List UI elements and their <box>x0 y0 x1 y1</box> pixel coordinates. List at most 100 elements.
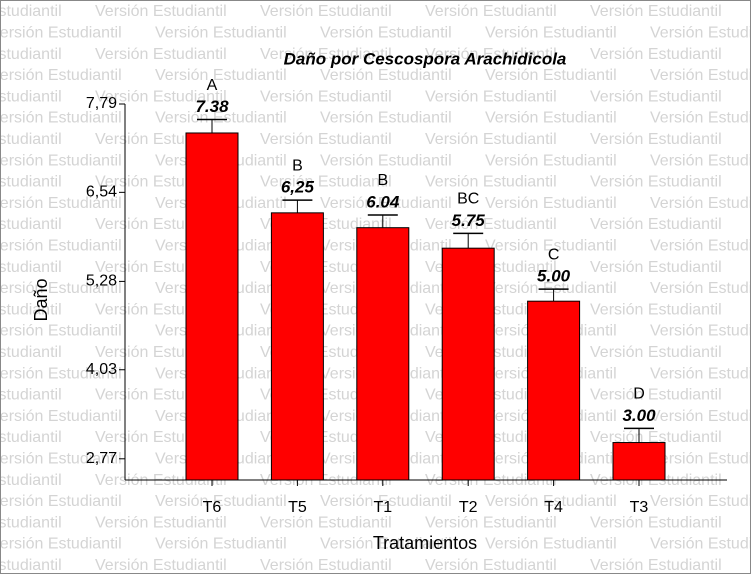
chart-title: Daño por Cescospora Arachidicola <box>284 49 567 68</box>
y-tick-label: 5,28 <box>86 273 117 290</box>
bar <box>612 442 666 481</box>
x-axis-label: Tratamientos <box>373 533 477 553</box>
value-label: 3.00 <box>622 406 656 425</box>
watermark-text: Versión Estudiantil <box>260 174 392 191</box>
watermark-text: Versión Estudiantil <box>485 152 617 169</box>
watermark-text: Versión Estudiantil <box>320 493 452 510</box>
bar <box>441 247 495 481</box>
watermark-text: Versión Estudiantil <box>0 259 62 276</box>
watermark-text: Versión Estudiantil <box>650 195 751 212</box>
watermark-text: Versión Estudiantil <box>590 46 722 63</box>
value-label: 6,25 <box>281 178 315 197</box>
watermark-text: Versión Estudiantil <box>0 88 62 105</box>
watermark-text: Versión Estudiantil <box>0 174 62 191</box>
watermark-text: Versión Estudiantil <box>650 323 751 340</box>
watermark-text: Versión Estudiantil <box>320 195 452 212</box>
watermark-text: Versión Estudiantil <box>425 514 557 531</box>
watermark-text: Versión Estudiantil <box>590 174 722 191</box>
group-letter: B <box>377 172 388 189</box>
watermark-text: Versión Estudiantil <box>260 557 392 574</box>
watermark-text: Versión Estudiantil <box>0 46 62 63</box>
watermark-text: Versión Estudiantil <box>320 25 452 42</box>
watermark-text: Versión Estudiantil <box>590 216 722 233</box>
bar <box>527 300 581 481</box>
watermark-text: Versión Estudiantil <box>320 152 452 169</box>
value-label: 7.38 <box>195 97 229 116</box>
y-tick-label: 2,77 <box>86 450 117 467</box>
watermark-text: Versión Estudiantil <box>95 46 227 63</box>
watermark-text: Versión Estudiantil <box>155 67 287 84</box>
x-tick-label: T4 <box>544 499 563 516</box>
watermark-text: Versión Estudiantil <box>320 67 452 84</box>
watermark-text: Versión Estudiantil <box>0 25 122 42</box>
watermark-text: Versión Estudiantil <box>260 514 392 531</box>
y-tick-label: 6,54 <box>86 184 117 201</box>
watermark-text: Versión Estudiantil <box>0 301 62 318</box>
watermark-text: Versión Estudiantil <box>650 110 751 127</box>
watermark-text: Versión Estudiantil <box>425 88 557 105</box>
watermark-text: Versión Estudiantil <box>0 429 62 446</box>
watermark-text: Versión Estudiantil <box>0 238 122 255</box>
watermark-text: Versión Estudiantil <box>0 408 122 425</box>
x-tick-label: T5 <box>288 499 307 516</box>
watermark-text: Versión Estudiantil <box>485 238 617 255</box>
y-tick-label: 7,79 <box>86 95 117 112</box>
watermark-text: Versión Estudiantil <box>485 110 617 127</box>
watermark-text: Versión Estudiantil <box>0 365 122 382</box>
watermark-text: Versión Estudiantil <box>0 323 122 340</box>
watermark-text: Versión Estudiantil <box>0 3 62 20</box>
watermark-text: Versión Estudiantil <box>650 451 751 468</box>
value-label: 5.75 <box>452 211 486 230</box>
watermark-text: Versión Estudiantil <box>590 301 722 318</box>
value-label: 5.00 <box>537 267 571 286</box>
watermark-text: Versión Estudiantil <box>0 195 122 212</box>
watermark-text: Versión Estudiantil <box>425 174 557 191</box>
watermark-text: Versión Estudiantil <box>590 259 722 276</box>
watermark-text: Versión Estudiantil <box>0 152 122 169</box>
watermark-text: Versión Estudiantil <box>485 536 617 553</box>
watermark-text: Versión Estudiantil <box>650 280 751 297</box>
watermark-text: Versión Estudiantil <box>650 25 751 42</box>
watermark-text: Versión Estudiantil <box>260 88 392 105</box>
watermark-text: Versión Estudiantil <box>0 216 62 233</box>
watermark-text: Versión Estudiantil <box>0 110 122 127</box>
watermark-text: Versión Estudiantil <box>485 25 617 42</box>
watermark-text: Versión Estudiantil <box>0 536 122 553</box>
watermark-text: Versión Estudiantil <box>320 110 452 127</box>
watermark-text: Versión Estudiantil <box>0 387 62 404</box>
watermark-text: Versión Estudiantil <box>485 195 617 212</box>
watermark-text: Versión Estudiantil <box>425 557 557 574</box>
watermark-text: Versión Estudiantil <box>590 3 722 20</box>
watermark-text: Versión Estudiantil <box>0 344 62 361</box>
watermark-text: Versión Estudiantil <box>155 25 287 42</box>
watermark-text: Versión Estudiantil <box>590 344 722 361</box>
watermark-text: Versión Estudiantil <box>0 280 122 297</box>
watermark-text: Versión Estudiantil <box>485 493 617 510</box>
watermark-text: Versión Estudiantil <box>650 408 751 425</box>
x-tick-label: T2 <box>459 499 478 516</box>
watermark-text: Versión Estudiantil <box>95 557 227 574</box>
watermark-text: Versión Estudiantil <box>95 514 227 531</box>
x-tick-label: T3 <box>630 499 649 516</box>
bar <box>356 227 410 481</box>
group-letter: A <box>207 77 218 94</box>
watermark-text: Versión Estudiantil <box>590 429 722 446</box>
group-letter: C <box>548 246 560 263</box>
y-tick-label: 4,03 <box>86 361 117 378</box>
watermark-text: Versión Estudiantil <box>0 451 122 468</box>
group-letter: BC <box>457 191 479 208</box>
watermark-text: Versión Estudiantil <box>155 493 287 510</box>
watermark-text: Versión Estudiantil <box>0 557 62 574</box>
watermark-text: Versión Estudiantil <box>0 472 62 489</box>
x-tick-label: T1 <box>373 499 392 516</box>
watermark-text: Versión Estudiantil <box>0 131 62 148</box>
watermark-text: Versión Estudiantil <box>320 536 452 553</box>
bar <box>270 212 324 481</box>
watermark-text: Versión Estudiantil <box>260 3 392 20</box>
watermark-text: Versión Estudiantil <box>0 493 122 510</box>
watermark-text: Versión Estudiantil <box>590 131 722 148</box>
watermark-text: Versión Estudiantil <box>0 514 62 531</box>
group-letter: B <box>292 157 303 174</box>
value-label: 6.04 <box>366 192 400 211</box>
